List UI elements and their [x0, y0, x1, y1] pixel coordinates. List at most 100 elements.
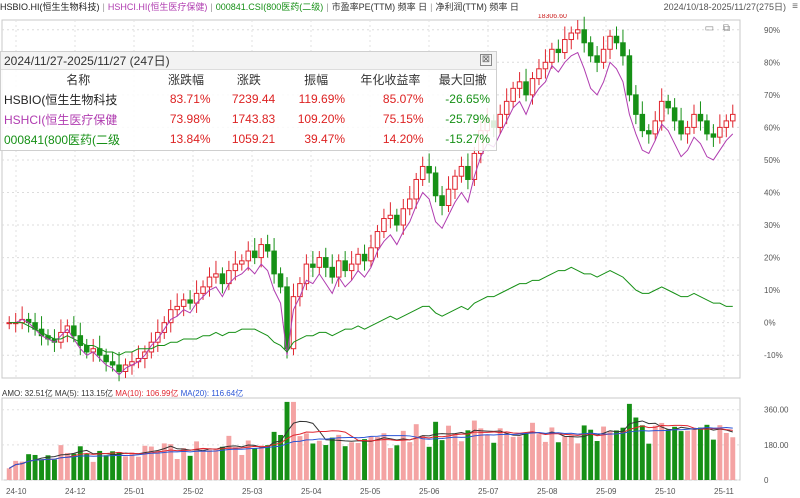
stats-row-hshci[interactable]: HSHCI(恒生医疗保健 73.98% 1743.83 109.20% 75.1… — [1, 109, 496, 129]
menu-icon[interactable]: ≡ — [792, 1, 798, 12]
popout-icon[interactable]: ⧉ — [722, 23, 730, 34]
candle-body — [361, 253, 368, 262]
stats-row-hsbio[interactable]: HSBIO(恒生生物科技 83.71% 7239.44 119.69% 85.0… — [1, 89, 496, 109]
legend-item[interactable]: 净利润(TTM) 频率 日 — [435, 2, 519, 12]
volume-bar — [19, 461, 25, 480]
price-chart[interactable]: 90% 80% 70% 60% 50% 40% 30% 20% 10% 0% -10% 18306.6… — [0, 14, 800, 384]
candle-body — [717, 126, 723, 138]
candle-body — [394, 214, 400, 226]
candle-body — [245, 250, 252, 262]
candle-body — [251, 250, 258, 259]
stats-row-000841[interactable]: 000841(800医药(二级 13.84% 1059.21 39.47% 14… — [1, 129, 496, 149]
row-change: 1743.83 — [231, 112, 276, 126]
volume-bar — [64, 452, 70, 480]
row-name: 000841(800医药(二级 — [4, 132, 121, 147]
volume-bar — [194, 441, 200, 480]
row-name: HSBIO(恒生生物科技 — [4, 92, 118, 107]
legend-separator: | — [326, 2, 329, 12]
candle-body — [562, 39, 568, 54]
y-tick-label: 80% — [764, 58, 780, 67]
candle-body — [439, 195, 445, 207]
candle-body — [323, 257, 329, 268]
volume-bar — [562, 436, 568, 480]
x-axis-label: 25-10 — [655, 487, 676, 496]
candle-body — [613, 35, 620, 44]
candle-body — [187, 299, 193, 304]
candle-body — [374, 231, 381, 249]
candle-body — [542, 61, 549, 70]
row-amplitude: 39.47% — [304, 132, 346, 146]
volume-bar — [717, 425, 723, 480]
volume-bar — [342, 446, 348, 480]
y-tick-label: 50% — [764, 156, 780, 165]
restore-icon[interactable]: ▭ — [704, 23, 715, 34]
volume-bar — [446, 425, 451, 480]
row-change-pct: 73.98% — [169, 112, 211, 126]
volume-bar — [45, 455, 51, 480]
volume-bar — [536, 434, 542, 480]
legend-item[interactable]: HSBIO.HI(恒生生物科技) — [0, 2, 100, 12]
candle-body — [620, 42, 626, 57]
candle-body — [77, 335, 84, 346]
volume-bar — [555, 442, 561, 480]
x-axis-label: 25-08 — [537, 487, 558, 496]
volume-bar — [426, 446, 432, 480]
candle-body — [646, 130, 652, 135]
x-axis-label: 25-02 — [183, 487, 204, 496]
volume-chart[interactable]: 360.00 180.00 0 24-10 24-12 25-01 25-02 25-03 25… — [0, 384, 800, 498]
row-name: HSHCI(恒生医疗保健 — [4, 112, 118, 127]
candle-body — [258, 244, 264, 259]
volume-bar — [71, 453, 77, 480]
volume-bar — [362, 439, 367, 480]
stats-header-row: 名称 涨跌幅 涨跌 振幅 年化收益率 最大回撤 — [1, 70, 496, 89]
legend-item[interactable]: 市盈率PE(TTM) 频率 日 — [331, 2, 428, 12]
volume-bar — [665, 429, 671, 480]
x-axis-label: 25-05 — [360, 487, 381, 496]
volume-bar — [530, 422, 535, 480]
candle-body — [639, 113, 646, 132]
volume-bar — [258, 445, 264, 480]
candle-body — [568, 32, 575, 41]
candle-body — [697, 113, 704, 122]
row-change: 7239.44 — [231, 92, 276, 106]
volume-bar — [698, 427, 703, 480]
legend-item[interactable]: 000841.CSI(800医药(二级) — [215, 2, 324, 12]
candle-body — [174, 305, 180, 311]
volume-tick-label: 180.00 — [764, 441, 789, 450]
candle-body — [652, 120, 659, 135]
candle-body — [600, 48, 607, 63]
volume-bar — [523, 433, 529, 480]
y-tick-label: 20% — [764, 254, 780, 263]
close-icon[interactable]: ⊠ — [480, 54, 492, 66]
legend-separator: | — [102, 2, 105, 12]
legend-item[interactable]: HSHCI.HI(恒生医疗保健) — [107, 2, 208, 12]
x-axis-label: 25-11 — [714, 487, 734, 496]
volume-bar — [329, 437, 335, 480]
stats-table: 名称 涨跌幅 涨跌 振幅 年化收益率 最大回撤 HSBIO(恒生生物科技 83.… — [1, 70, 496, 149]
volume-bar — [471, 420, 477, 480]
candle-body — [426, 165, 432, 174]
y-tick-label: 90% — [764, 26, 780, 35]
candle-body — [465, 165, 471, 180]
stats-title-text: 2024/11/27-2025/11/27 (247日) — [4, 54, 170, 68]
volume-bar — [219, 446, 225, 480]
volume-bar — [207, 449, 212, 480]
candle-body — [523, 81, 529, 96]
col-annual: 年化收益率 — [360, 73, 421, 87]
candle-body — [607, 35, 613, 50]
volume-bar — [581, 425, 587, 480]
volume-bar — [568, 435, 574, 480]
series-line-2 — [9, 266, 733, 356]
candle-body — [239, 260, 245, 265]
row-drawdown: -25.79% — [445, 112, 490, 126]
candle-body — [284, 286, 290, 350]
candle-body — [232, 263, 239, 272]
panel-buttons: ▭ ⧉ — [699, 23, 730, 34]
interval-stats-panel[interactable]: 2024/11/27-2025/11/27 (247日) ⊠ 名称 涨跌幅 涨跌… — [0, 51, 497, 151]
volume-bar — [478, 428, 484, 480]
col-change: 涨跌 — [236, 73, 261, 87]
volume-legend: AMO: 32.51亿 MA(5): 113.15亿 MA(10): 106.9… — [2, 388, 243, 400]
main-chart-panel[interactable]: 90% 80% 70% 60% 50% 40% 30% 20% 10% 0% -10% 18306.6… — [0, 14, 800, 384]
volume-bar — [510, 436, 516, 480]
volume-bar — [465, 430, 471, 480]
